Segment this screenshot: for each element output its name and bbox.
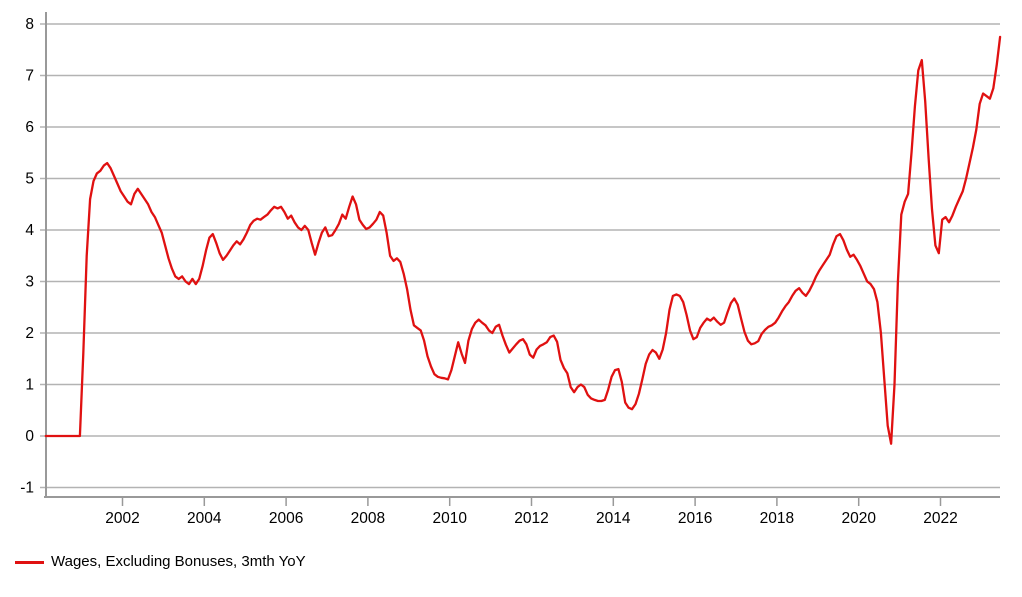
x-tick-label: 2022 xyxy=(923,510,957,527)
x-tick-label: 2008 xyxy=(351,510,385,527)
x-tick-label: 2018 xyxy=(760,510,794,527)
y-tick-label: 5 xyxy=(25,171,34,188)
x-tick-label: 2010 xyxy=(432,510,467,527)
y-tick-label: 0 xyxy=(25,428,34,445)
wages-line-series xyxy=(44,35,1002,445)
y-tick-label: 3 xyxy=(25,274,34,291)
y-tick-label: 8 xyxy=(25,16,34,33)
legend-label: Wages, Excluding Bonuses, 3mth YoY xyxy=(51,553,306,570)
x-tick-label: 2002 xyxy=(105,510,139,527)
x-tick-label: 2020 xyxy=(841,510,876,527)
x-tick-label: 2012 xyxy=(514,510,548,527)
y-tick-label: 7 xyxy=(25,68,34,85)
legend: Wages, Excluding Bonuses, 3mth YoY xyxy=(15,552,306,572)
y-tick-label: 4 xyxy=(25,222,34,239)
x-tick-label: 2004 xyxy=(187,510,222,527)
x-tick-label: 2016 xyxy=(678,510,712,527)
y-tick-label: 1 xyxy=(25,377,34,394)
x-tick-label: 2014 xyxy=(596,510,631,527)
x-tick-label: 2006 xyxy=(269,510,303,527)
legend-line-swatch xyxy=(15,560,44,564)
y-tick-label: 2 xyxy=(25,325,34,342)
y-tick-label: 6 xyxy=(25,119,34,136)
y-tick-label: -1 xyxy=(20,480,34,497)
